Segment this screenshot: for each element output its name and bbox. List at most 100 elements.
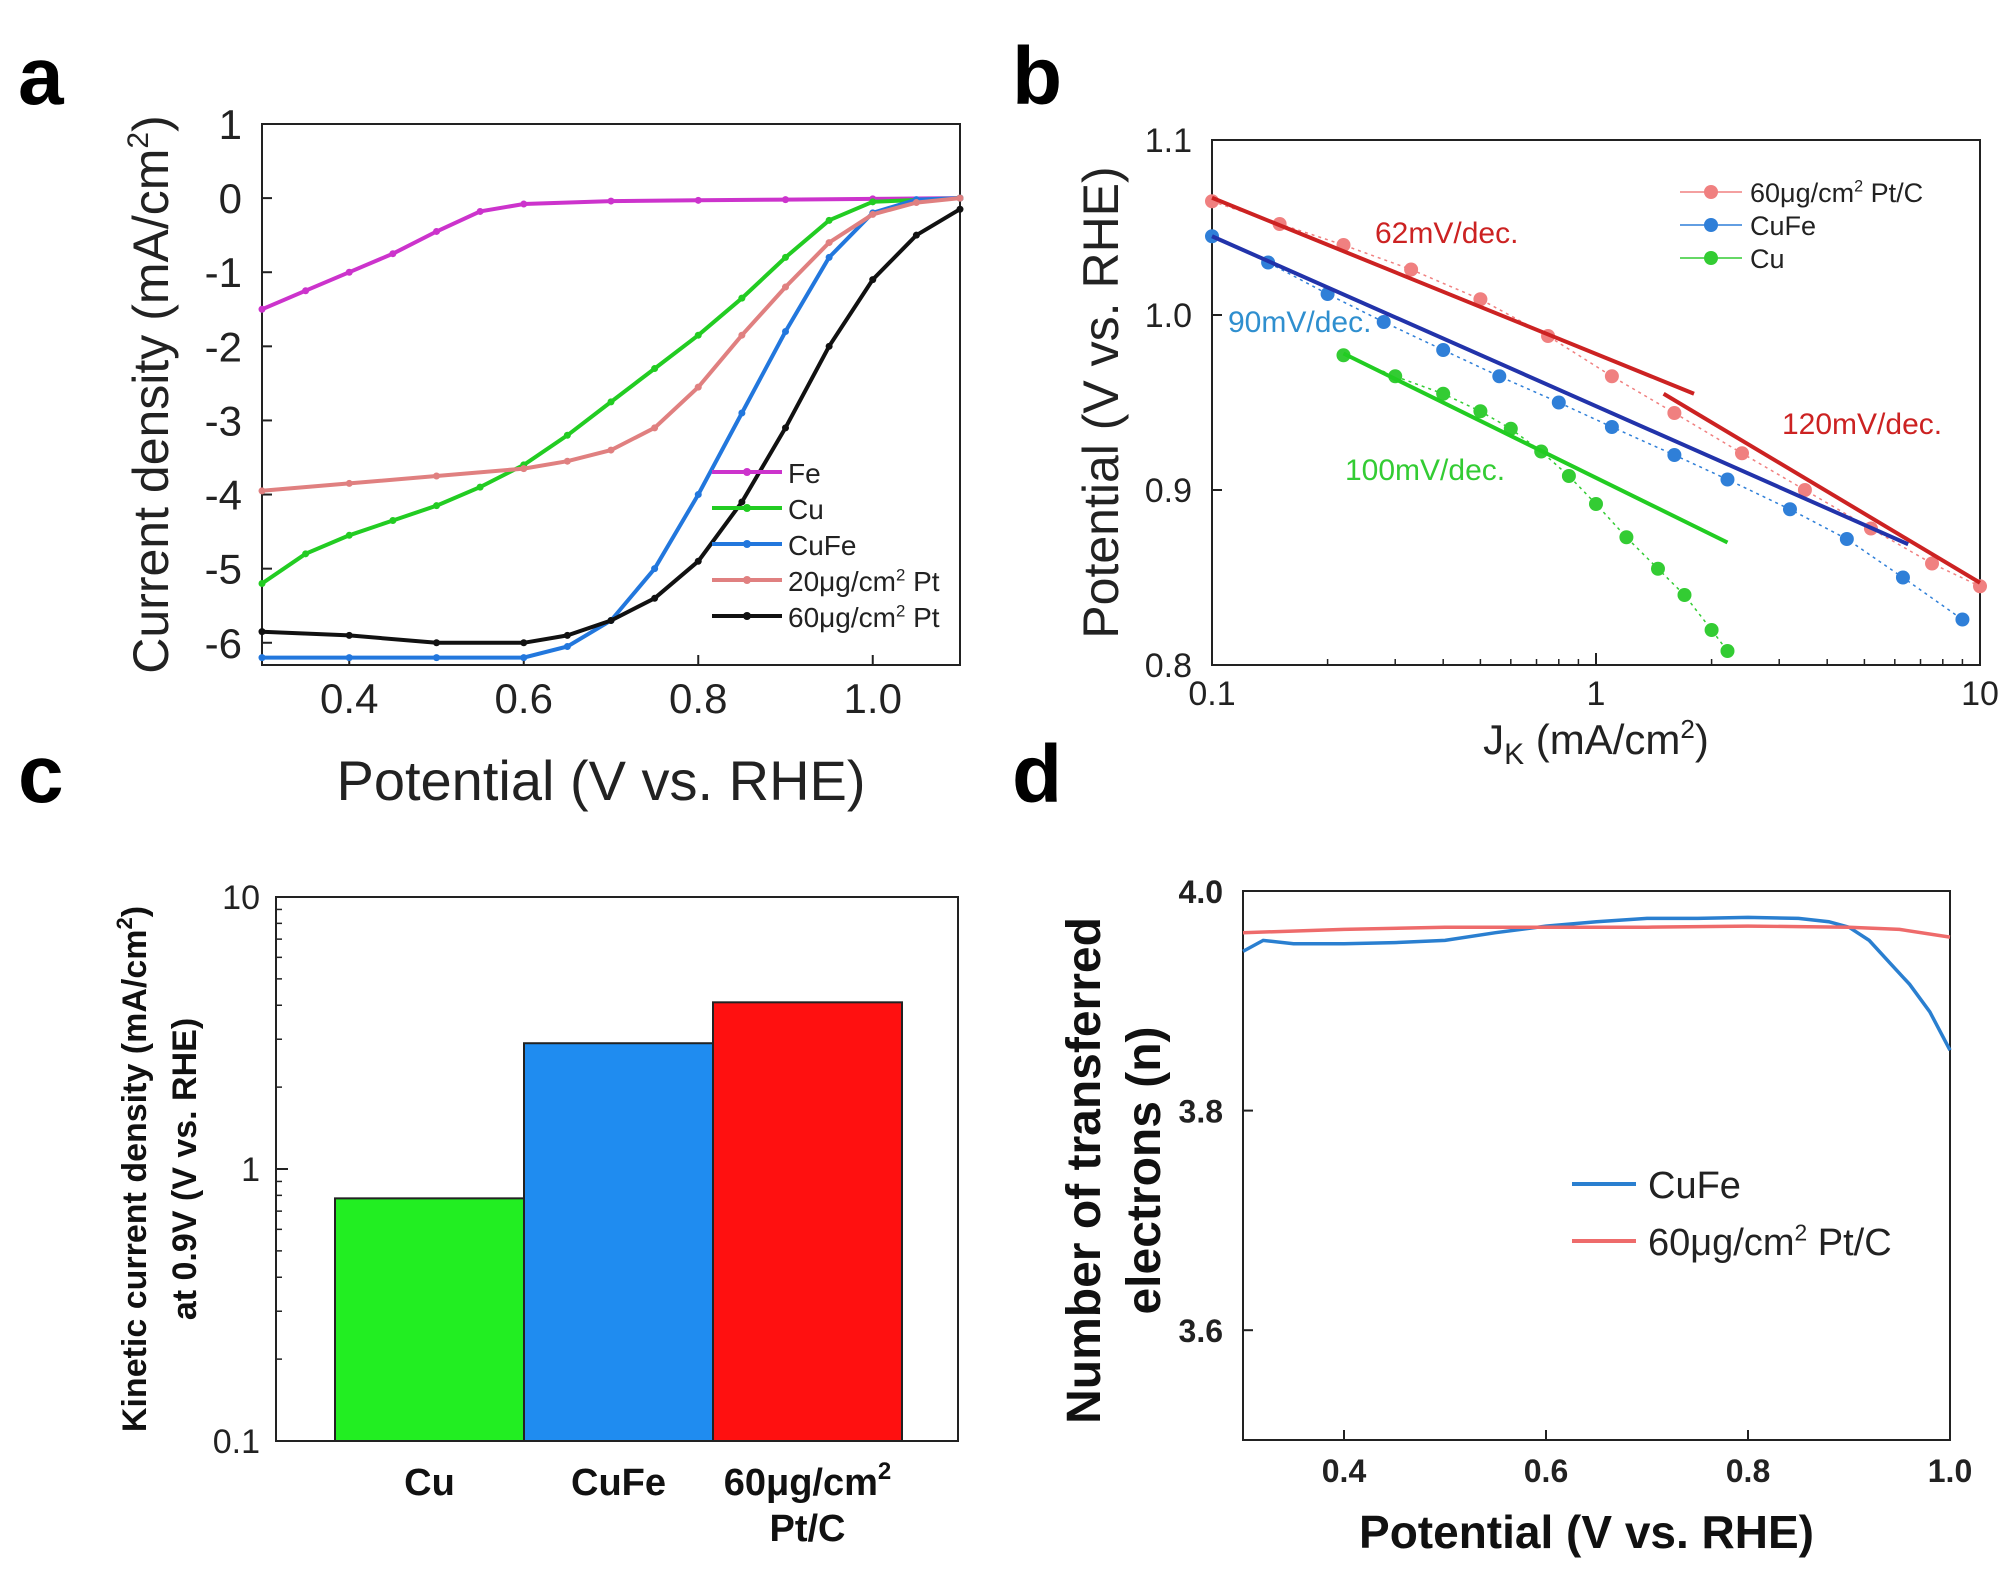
data-point-a [694,331,702,339]
data-point-b [1782,502,1797,517]
fit-line-b-2 [1211,234,1909,547]
data-point-b [1376,315,1391,329]
data-point-a [258,628,266,636]
chart_data.1.legend.1-text: CuFe [1750,211,1816,241]
x-axis-title-b-tail: (mA/cm [1524,716,1680,763]
chart_data.3.legend.1-tail: Pt/C [1807,1222,1891,1264]
data-point-a [258,305,266,313]
data-point-a [825,216,833,224]
y-tick-label-a: -2 [205,323,242,370]
data-point-b [1895,570,1910,585]
y-axis-title-c-sup: 2 [112,917,137,929]
y-axis-title-c-line2: at 0.9V (V vs. RHE) [166,1018,204,1320]
y-axis-title-c-line1: Kinetic current density (mA/cm2) [112,906,154,1432]
data-point-b [1619,530,1634,545]
data-point-a [433,639,440,647]
chart_data.3.legend.0-label: CuFe [1648,1165,1741,1207]
data-point-a [520,639,528,647]
data-point-a [956,194,964,202]
data-point-a [825,239,833,247]
series-line-a-0 [261,196,961,312]
chart-d: 0.4 0.6 0.8 1.0 3.6 3.8 4.0 Potential (V vs. RH… [1058,874,1972,1558]
data-point-a [738,331,746,339]
data-point-b [1492,369,1507,384]
chart_data.0.legend.4-tail: Pt [905,602,939,633]
series-line-d-1 [1242,924,1951,939]
data-point-b [1667,406,1682,420]
y-tick-label-d: 3.6 [1179,1313,1223,1349]
data-point-a [651,424,659,432]
series-line-a-3 [261,196,961,493]
y-tick-label-d: 3.8 [1179,1094,1223,1130]
chart_data.3.legend.0-text: CuFe [1648,1165,1741,1207]
data-point-b [1955,612,1970,627]
chart_data.0.legend.4-label: 60μg/cm2 Pt [788,601,940,633]
data-point-a [433,654,440,662]
data-point-a [345,631,353,639]
bar-1 [523,1042,714,1443]
y-axis-title-c-tail: ) [116,906,154,917]
x-axis-title-b-end: ) [1695,716,1709,763]
y-axis-title-d-line2: electrons (n) [1118,1026,1171,1314]
chart_data.0.legend.4-text: 60μg/cm [788,602,896,633]
legend-marker-a [743,468,751,476]
data-point-a [607,617,615,625]
chart_data.1.legend.0-sup: 2 [1854,178,1863,196]
y-tick-label-a: -4 [205,472,242,519]
data-point-b [1735,446,1750,461]
chart_data.0.legend.3-label: 20μg/cm2 Pt [788,565,940,597]
data-point-a [651,565,659,573]
y-axis-title-d-line1: Number of transferred [1058,917,1111,1424]
data-point-a [476,207,484,215]
x-axis-title-b-sub: K [1504,738,1524,771]
data-point-a [520,200,528,208]
data-point-b [1604,420,1619,434]
chart_data.1.legend.0-text: 60μg/cm [1750,178,1854,208]
y-axis-title-b: Potential (V vs. RHE) [1073,166,1129,638]
x-tick-label-a: 1.0 [844,675,902,722]
chart_data.0.legend.1-text: Cu [788,494,824,525]
y-tick-label-c: 10 [222,879,260,917]
data-point-b [1677,588,1692,602]
category-label-c-line1: CuFe [571,1462,666,1504]
data-point-a [651,365,659,373]
series-line-a-4 [261,207,962,645]
chart_data.1.legend.2-label: Cu [1750,244,1785,274]
x-axis-title-b-sup: 2 [1680,714,1694,744]
chart-b: 0.1 1 100.80.91.01.1JK (mA/cm2)Potential (… [1073,122,1999,771]
chart_data.3.legend.1-label: 60μg/cm2 Pt/C [1648,1220,1892,1264]
data-point-a [782,328,789,336]
data-point-b [1650,561,1665,576]
chart_data.0.legend.0-text: Fe [788,458,821,489]
x-tick-label-b: 1 [1587,675,1606,713]
category-label-c-sup: 2 [878,1458,891,1485]
series-line-d-0 [1242,915,1952,1052]
y-tick-label-a: 0 [219,175,242,222]
data-point-a [738,294,746,302]
data-point-a [302,550,310,558]
legend-marker-b [1704,185,1718,199]
data-point-b [1720,472,1735,487]
y-axis-title-a-main: Current density (mA/cm [123,149,179,674]
data-point-a [563,631,571,639]
x-axis-title-d: Potential (V vs. RHE) [1359,1506,1814,1558]
plot-frame-b [1211,139,1981,666]
bar-2 [712,1001,903,1443]
chart_data.3.legend.1-text: 60μg/cm [1648,1222,1795,1264]
data-point-a [694,557,702,565]
y-tick-label-c: 1 [241,1151,260,1189]
fit-label-b: 62mV/dec. [1375,217,1518,250]
data-point-a [563,457,571,465]
data-point-a [869,210,877,218]
y-axis-title-a-tail: ) [123,115,179,132]
data-point-a [956,205,964,213]
x-tick-label-d: 0.6 [1524,1453,1568,1489]
fit-line-b-3 [1342,351,1729,545]
fit-line-b-1 [1662,392,1982,585]
data-point-a [912,199,920,207]
chart_data.0.legend.2-label: CuFe [788,530,856,561]
legend-marker-b [1704,251,1718,265]
data-point-b [1436,386,1451,401]
y-tick-label-a: 1 [219,101,242,148]
